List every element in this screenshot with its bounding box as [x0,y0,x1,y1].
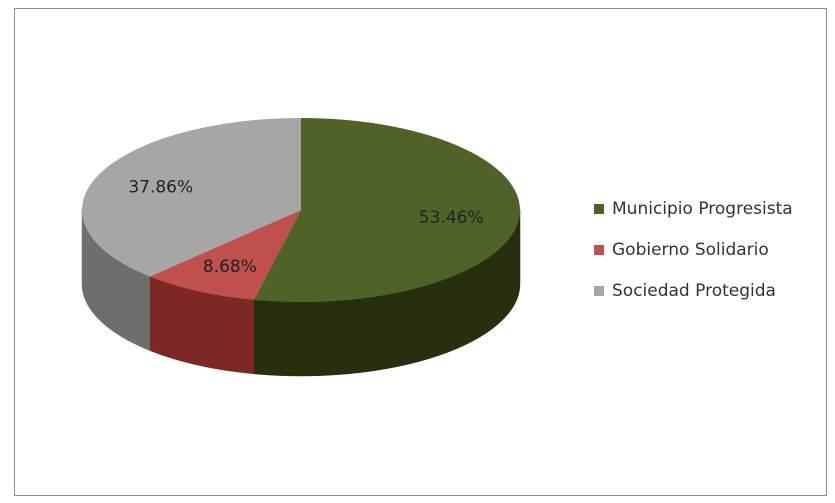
data-label-0: 53.46% [419,208,484,228]
data-label-2: 37.86% [128,177,193,197]
legend-swatch [594,285,604,296]
pie-slice-1 [149,210,301,300]
legend-item-municipio-progresista: Municipio Progresista [594,198,793,219]
legend-item-sociedad-protegida: Sociedad Protegida [594,280,793,301]
legend-label: Sociedad Protegida [612,280,776,301]
data-label-1: 8.68% [203,257,257,277]
pie-slice-0 [253,118,521,303]
legend-label: Gobierno Solidario [612,239,769,260]
pie-side-2 [81,209,150,351]
legend: Municipio Progresista Gobierno Solidario… [594,198,793,321]
legend-swatch [594,203,604,214]
legend-item-gobierno-solidario: Gobierno Solidario [594,239,793,260]
pie-slice-2 [81,118,301,277]
legend-label: Municipio Progresista [612,198,793,219]
legend-swatch [594,244,604,255]
